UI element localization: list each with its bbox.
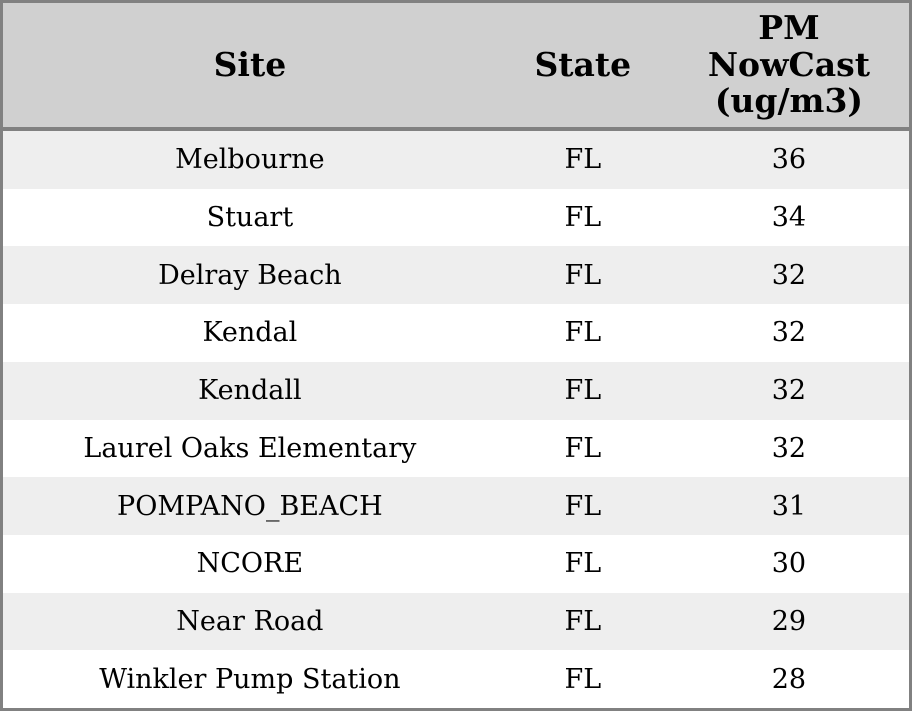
header-cell-site: Site bbox=[3, 44, 497, 84]
cell-state: FL bbox=[564, 548, 602, 580]
cell-pm: 29 bbox=[771, 605, 807, 637]
table-row: Delray Beach FL 32 bbox=[3, 246, 909, 305]
cell-site: NCORE bbox=[196, 548, 304, 580]
cell-pm: 36 bbox=[771, 144, 807, 176]
table-row: Kendall FL 32 bbox=[3, 361, 909, 420]
cell-site: Winkler Pump Station bbox=[99, 663, 401, 695]
header-cell-state: State bbox=[497, 44, 669, 84]
cell-site: Stuart bbox=[206, 202, 294, 234]
table-body: Melbourne FL 36 Stuart FL 34 Delray Beac… bbox=[3, 131, 909, 709]
cell-pm: 32 bbox=[771, 259, 807, 291]
cell-site: POMPANO_BEACH bbox=[117, 490, 383, 522]
cell-state: FL bbox=[564, 317, 602, 349]
cell-state: FL bbox=[564, 663, 602, 695]
header-label-site: Site bbox=[213, 44, 287, 84]
cell-pm: 32 bbox=[771, 317, 807, 349]
table-row: Stuart FL 34 bbox=[3, 188, 909, 247]
table-row: Melbourne FL 36 bbox=[3, 131, 909, 189]
table-row: Laurel Oaks Elementary FL 32 bbox=[3, 419, 909, 478]
table-row: Near Road FL 29 bbox=[3, 592, 909, 651]
cell-pm: 32 bbox=[771, 375, 807, 407]
cell-state: FL bbox=[564, 144, 602, 176]
cell-pm: 30 bbox=[771, 548, 807, 580]
table-header-row: Site State PM NowCast (ug/m3) bbox=[3, 3, 909, 131]
cell-state: FL bbox=[564, 259, 602, 291]
cell-state: FL bbox=[564, 375, 602, 407]
cell-site: Delray Beach bbox=[158, 259, 342, 291]
cell-site: Kendal bbox=[202, 317, 298, 349]
cell-pm: 34 bbox=[771, 202, 807, 234]
header-label-pm-line2: NowCast bbox=[707, 44, 870, 84]
header-label-pm-line1: PM bbox=[758, 7, 820, 47]
cell-pm: 32 bbox=[771, 432, 807, 464]
table-row: NCORE FL 30 bbox=[3, 534, 909, 593]
header-cell-pm-nowcast: PM NowCast (ug/m3) bbox=[669, 7, 909, 121]
cell-site: Kendall bbox=[198, 375, 302, 407]
cell-pm: 28 bbox=[771, 663, 807, 695]
header-label-state: State bbox=[534, 44, 632, 84]
table-row: Winkler Pump Station FL 28 bbox=[3, 650, 909, 709]
cell-pm: 31 bbox=[771, 490, 807, 522]
table-row: Kendal FL 32 bbox=[3, 304, 909, 362]
cell-state: FL bbox=[564, 605, 602, 637]
cell-site: Laurel Oaks Elementary bbox=[83, 432, 417, 464]
header-label-pm-line3: (ug/m3) bbox=[714, 81, 864, 121]
cell-state: FL bbox=[564, 202, 602, 234]
cell-site: Near Road bbox=[176, 605, 324, 637]
cell-state: FL bbox=[564, 490, 602, 522]
table-row: POMPANO_BEACH FL 31 bbox=[3, 477, 909, 535]
cell-state: FL bbox=[564, 432, 602, 464]
cell-site: Melbourne bbox=[175, 144, 325, 176]
